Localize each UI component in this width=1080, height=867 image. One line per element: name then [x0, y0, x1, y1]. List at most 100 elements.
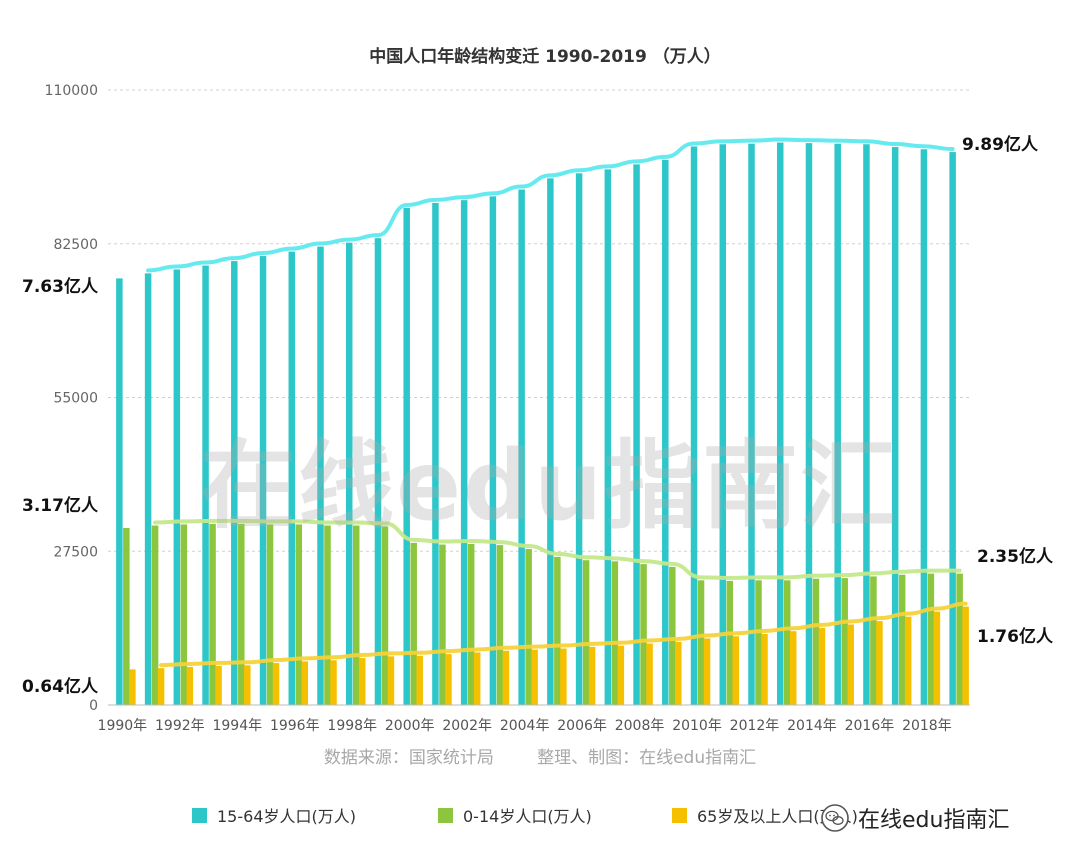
trend-lines-layer	[146, 137, 968, 668]
x-tick-label: 1992年	[155, 718, 205, 734]
axis-layer: 0 27500 55000 82500 110000 1990年 1992年 1994年 199…	[45, 83, 970, 734]
legend-label-working-age: 15-64岁人口(万人)	[217, 807, 356, 826]
brand-badge: 在线edu指南汇	[820, 798, 1009, 838]
annotation-left-3: 0.64亿人	[22, 676, 99, 697]
bar-series-1	[151, 525, 159, 705]
x-tick-label: 1996年	[270, 718, 320, 734]
bar-series-0	[317, 246, 324, 705]
x-tick-label: 1994年	[212, 718, 262, 734]
bar-series-1	[266, 524, 274, 705]
x-tick-label: 1990年	[98, 718, 148, 734]
x-tick-label: 2006年	[557, 718, 607, 734]
bar-series-1	[726, 580, 734, 705]
bar-series-0	[748, 143, 755, 705]
trend-line-series-2	[159, 601, 968, 668]
bar-series-2	[445, 654, 452, 705]
bar-series-1	[180, 524, 188, 705]
bar-series-1	[439, 544, 446, 705]
x-tick-label: 2018年	[902, 718, 952, 734]
bar-series-2	[473, 652, 481, 705]
bar-series-1	[611, 561, 619, 705]
y-tick-label: 82500	[53, 237, 98, 253]
annotation-right-3: 1.76亿人	[977, 626, 1054, 647]
bar-series-2	[129, 669, 136, 705]
x-tick-label: 2012年	[730, 718, 780, 734]
bar-series-1	[640, 564, 647, 705]
bar-series-1	[496, 545, 504, 705]
bar-series-2	[761, 633, 768, 705]
bar-series-0	[547, 178, 554, 705]
bar-series-0	[863, 144, 870, 705]
bar-series-1	[812, 578, 820, 705]
y-tick-label: 55000	[53, 391, 98, 407]
bar-series-2	[560, 648, 567, 705]
bar-series-0	[891, 147, 899, 705]
bar-series-1	[927, 573, 935, 705]
legend-label-elderly: 65岁及以上人口(万人)	[697, 807, 858, 826]
bar-series-2	[646, 643, 653, 705]
bar-series-0	[949, 152, 956, 706]
legend-swatch-children	[438, 807, 453, 823]
x-tick-label: 2014年	[787, 718, 837, 734]
bar-series-2	[703, 638, 711, 705]
bar-series-1	[238, 523, 245, 705]
bar-series-2	[962, 606, 969, 705]
annotation-left-1: 7.63亿人	[22, 276, 99, 297]
bar-series-0	[345, 242, 353, 705]
bar-series-1	[324, 525, 331, 705]
x-tick-label: 2002年	[442, 718, 492, 734]
bar-series-2	[732, 636, 740, 705]
bar-series-0	[633, 164, 640, 706]
annotation-right-1: 9.89亿人	[962, 134, 1039, 155]
bar-series-2	[416, 655, 423, 705]
bar-series-1	[669, 566, 676, 705]
bar-series-0	[116, 278, 123, 705]
bar-series-1	[554, 556, 561, 705]
legend-item-working-age: 15-64岁人口(万人)	[192, 803, 356, 827]
bar-series-0	[518, 189, 525, 705]
bar-series-0	[719, 144, 727, 705]
annotation-right-2: 2.35亿人	[977, 546, 1054, 567]
legend-swatch-working-age	[192, 807, 207, 823]
bar-series-0	[259, 256, 267, 705]
bar-series-0	[374, 238, 382, 705]
bar-series-1	[123, 527, 130, 705]
x-tick-label: 2016年	[845, 718, 895, 734]
bar-series-0	[489, 196, 497, 705]
bar-series-2	[244, 665, 251, 705]
wechat-icon	[821, 804, 849, 832]
brand-name: 在线edu指南汇	[858, 808, 1010, 833]
chart-area: 0 27500 55000 82500 110000 1990年 1992年 1994年 199…	[22, 46, 1054, 734]
bar-series-2	[157, 668, 165, 705]
bar-series-0	[575, 173, 583, 705]
bar-series-2	[876, 621, 883, 705]
bar-series-2	[330, 660, 337, 705]
trend-line-series-1	[153, 518, 962, 580]
bar-series-0	[662, 159, 669, 706]
bar-series-2	[186, 666, 194, 705]
bar-series-2	[617, 645, 625, 705]
bar-series-2	[789, 631, 797, 705]
bar-series-2	[301, 661, 309, 705]
bar-series-1	[467, 543, 475, 705]
bar-series-0	[403, 207, 410, 705]
bar-series-1	[295, 524, 303, 705]
bar-series-0	[231, 261, 238, 705]
bar-series-1	[841, 578, 848, 705]
bar-series-0	[920, 149, 928, 705]
bar-series-2	[847, 624, 854, 705]
bar-series-0	[776, 142, 784, 705]
y-tick-label: 110000	[45, 83, 98, 99]
bar-series-0	[834, 143, 841, 705]
bar-series-0	[144, 273, 152, 705]
trend-line-series-0	[146, 137, 955, 273]
bar-series-1	[898, 574, 906, 705]
bar-series-2	[818, 627, 826, 705]
bar-series-2	[675, 641, 682, 705]
bar-series-2	[588, 646, 596, 705]
x-tick-label: 2000年	[385, 718, 435, 734]
x-tick-label: 2010年	[672, 718, 722, 734]
y-tick-label: 27500	[53, 544, 98, 560]
bar-series-1	[870, 576, 877, 705]
y-tick-label: 0	[89, 698, 98, 714]
